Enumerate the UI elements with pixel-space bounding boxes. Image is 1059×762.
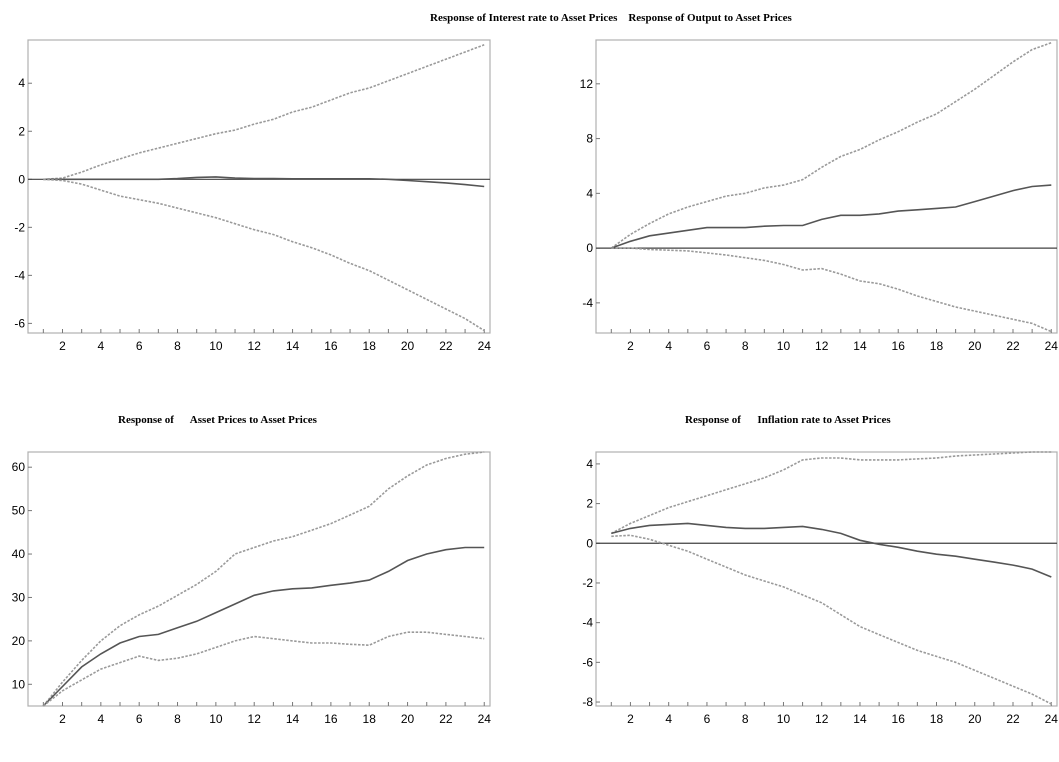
y-tick-label: 60 bbox=[12, 460, 26, 474]
x-tick-label: 24 bbox=[1045, 712, 1059, 726]
series-estimate-line bbox=[611, 184, 1052, 249]
y-tick-label: 4 bbox=[18, 76, 25, 90]
x-tick-label: 16 bbox=[324, 712, 338, 726]
series-upper-line bbox=[610, 451, 1052, 535]
series-upper-line bbox=[610, 41, 1052, 249]
y-tick-label: 2 bbox=[18, 124, 25, 138]
x-tick-label: 24 bbox=[478, 712, 492, 726]
x-tick-label: 24 bbox=[1045, 339, 1059, 353]
y-tick-label: 0 bbox=[18, 172, 25, 186]
series-lower-line bbox=[43, 178, 485, 332]
x-tick-label: 18 bbox=[930, 339, 944, 353]
x-tick-label: 22 bbox=[439, 712, 453, 726]
x-tick-label: 2 bbox=[627, 339, 634, 353]
top-titles: Response of Interest rate to Asset Price… bbox=[430, 12, 792, 24]
x-tick-label: 4 bbox=[665, 339, 672, 353]
y-tick-label: -4 bbox=[582, 616, 593, 630]
x-tick-label: 14 bbox=[853, 712, 867, 726]
series-estimate-line bbox=[43, 176, 485, 188]
y-tick-label: 8 bbox=[586, 132, 593, 146]
x-tick-label: 4 bbox=[665, 712, 672, 726]
series-estimate-line bbox=[611, 522, 1052, 578]
x-tick-label: 22 bbox=[1006, 339, 1020, 353]
x-tick-label: 12 bbox=[248, 712, 262, 726]
x-tick-label: 12 bbox=[248, 339, 262, 353]
bottom-right-title: Response of Inflation rate to Asset Pric… bbox=[685, 414, 891, 426]
series-lower-line bbox=[42, 631, 485, 707]
y-tick-label: 4 bbox=[586, 457, 593, 471]
y-tick-label: -4 bbox=[14, 268, 25, 282]
x-tick-label: 12 bbox=[815, 712, 829, 726]
x-tick-label: 24 bbox=[478, 339, 492, 353]
x-tick-label: 2 bbox=[59, 712, 66, 726]
series-estimate-line bbox=[42, 546, 485, 707]
y-tick-label: 12 bbox=[580, 77, 594, 91]
y-tick-label: -2 bbox=[582, 576, 593, 590]
plot-frame bbox=[595, 39, 1058, 334]
bottom-left-title: Response of Asset Prices to Asset Prices bbox=[118, 414, 317, 426]
x-tick-label: 18 bbox=[363, 712, 377, 726]
x-tick-label: 10 bbox=[209, 339, 223, 353]
x-tick-label: 6 bbox=[704, 712, 711, 726]
x-tick-label: 2 bbox=[59, 339, 66, 353]
y-tick-label: -6 bbox=[14, 316, 25, 330]
x-tick-label: 6 bbox=[704, 339, 711, 353]
x-tick-label: 20 bbox=[968, 712, 982, 726]
plot-frame bbox=[27, 39, 491, 334]
series-upper-line bbox=[42, 451, 485, 707]
x-tick-label: 10 bbox=[777, 712, 791, 726]
x-tick-label: 14 bbox=[853, 339, 867, 353]
y-tick-label: 0 bbox=[586, 241, 593, 255]
x-tick-label: 16 bbox=[324, 339, 338, 353]
y-tick-label: 20 bbox=[12, 634, 26, 648]
x-tick-label: 16 bbox=[892, 712, 906, 726]
x-tick-label: 20 bbox=[401, 339, 415, 353]
x-tick-label: 8 bbox=[174, 712, 181, 726]
y-tick-label: 30 bbox=[12, 590, 26, 604]
x-tick-label: 10 bbox=[209, 712, 223, 726]
y-tick-label: 50 bbox=[12, 504, 26, 518]
x-tick-label: 8 bbox=[742, 712, 749, 726]
x-tick-label: 8 bbox=[174, 339, 181, 353]
x-tick-label: 6 bbox=[136, 339, 143, 353]
y-tick-label: -4 bbox=[582, 296, 593, 310]
x-tick-label: 20 bbox=[401, 712, 415, 726]
plot-frame bbox=[595, 451, 1058, 707]
x-tick-label: 4 bbox=[98, 339, 105, 353]
series-upper-line bbox=[43, 44, 485, 181]
series-lower-line bbox=[611, 534, 1052, 705]
x-tick-label: 10 bbox=[777, 339, 791, 353]
x-tick-label: 18 bbox=[930, 712, 944, 726]
plot-frame bbox=[27, 451, 491, 707]
x-tick-label: 20 bbox=[968, 339, 982, 353]
x-tick-label: 22 bbox=[439, 339, 453, 353]
series-lower-line bbox=[611, 247, 1052, 333]
x-tick-label: 22 bbox=[1006, 712, 1020, 726]
x-tick-label: 14 bbox=[286, 339, 300, 353]
x-tick-label: 6 bbox=[136, 712, 143, 726]
y-tick-label: -6 bbox=[582, 655, 593, 669]
y-tick-label: 4 bbox=[586, 186, 593, 200]
y-tick-label: -2 bbox=[14, 220, 25, 234]
y-tick-label: -8 bbox=[582, 695, 593, 709]
x-tick-label: 14 bbox=[286, 712, 300, 726]
x-tick-label: 16 bbox=[892, 339, 906, 353]
x-tick-label: 4 bbox=[98, 712, 105, 726]
x-tick-label: 18 bbox=[363, 339, 377, 353]
x-tick-label: 8 bbox=[742, 339, 749, 353]
y-tick-label: 0 bbox=[586, 536, 593, 550]
y-tick-label: 10 bbox=[12, 677, 26, 691]
y-tick-label: 2 bbox=[586, 497, 593, 511]
x-tick-label: 2 bbox=[627, 712, 634, 726]
y-tick-label: 40 bbox=[12, 547, 26, 561]
x-tick-label: 12 bbox=[815, 339, 829, 353]
